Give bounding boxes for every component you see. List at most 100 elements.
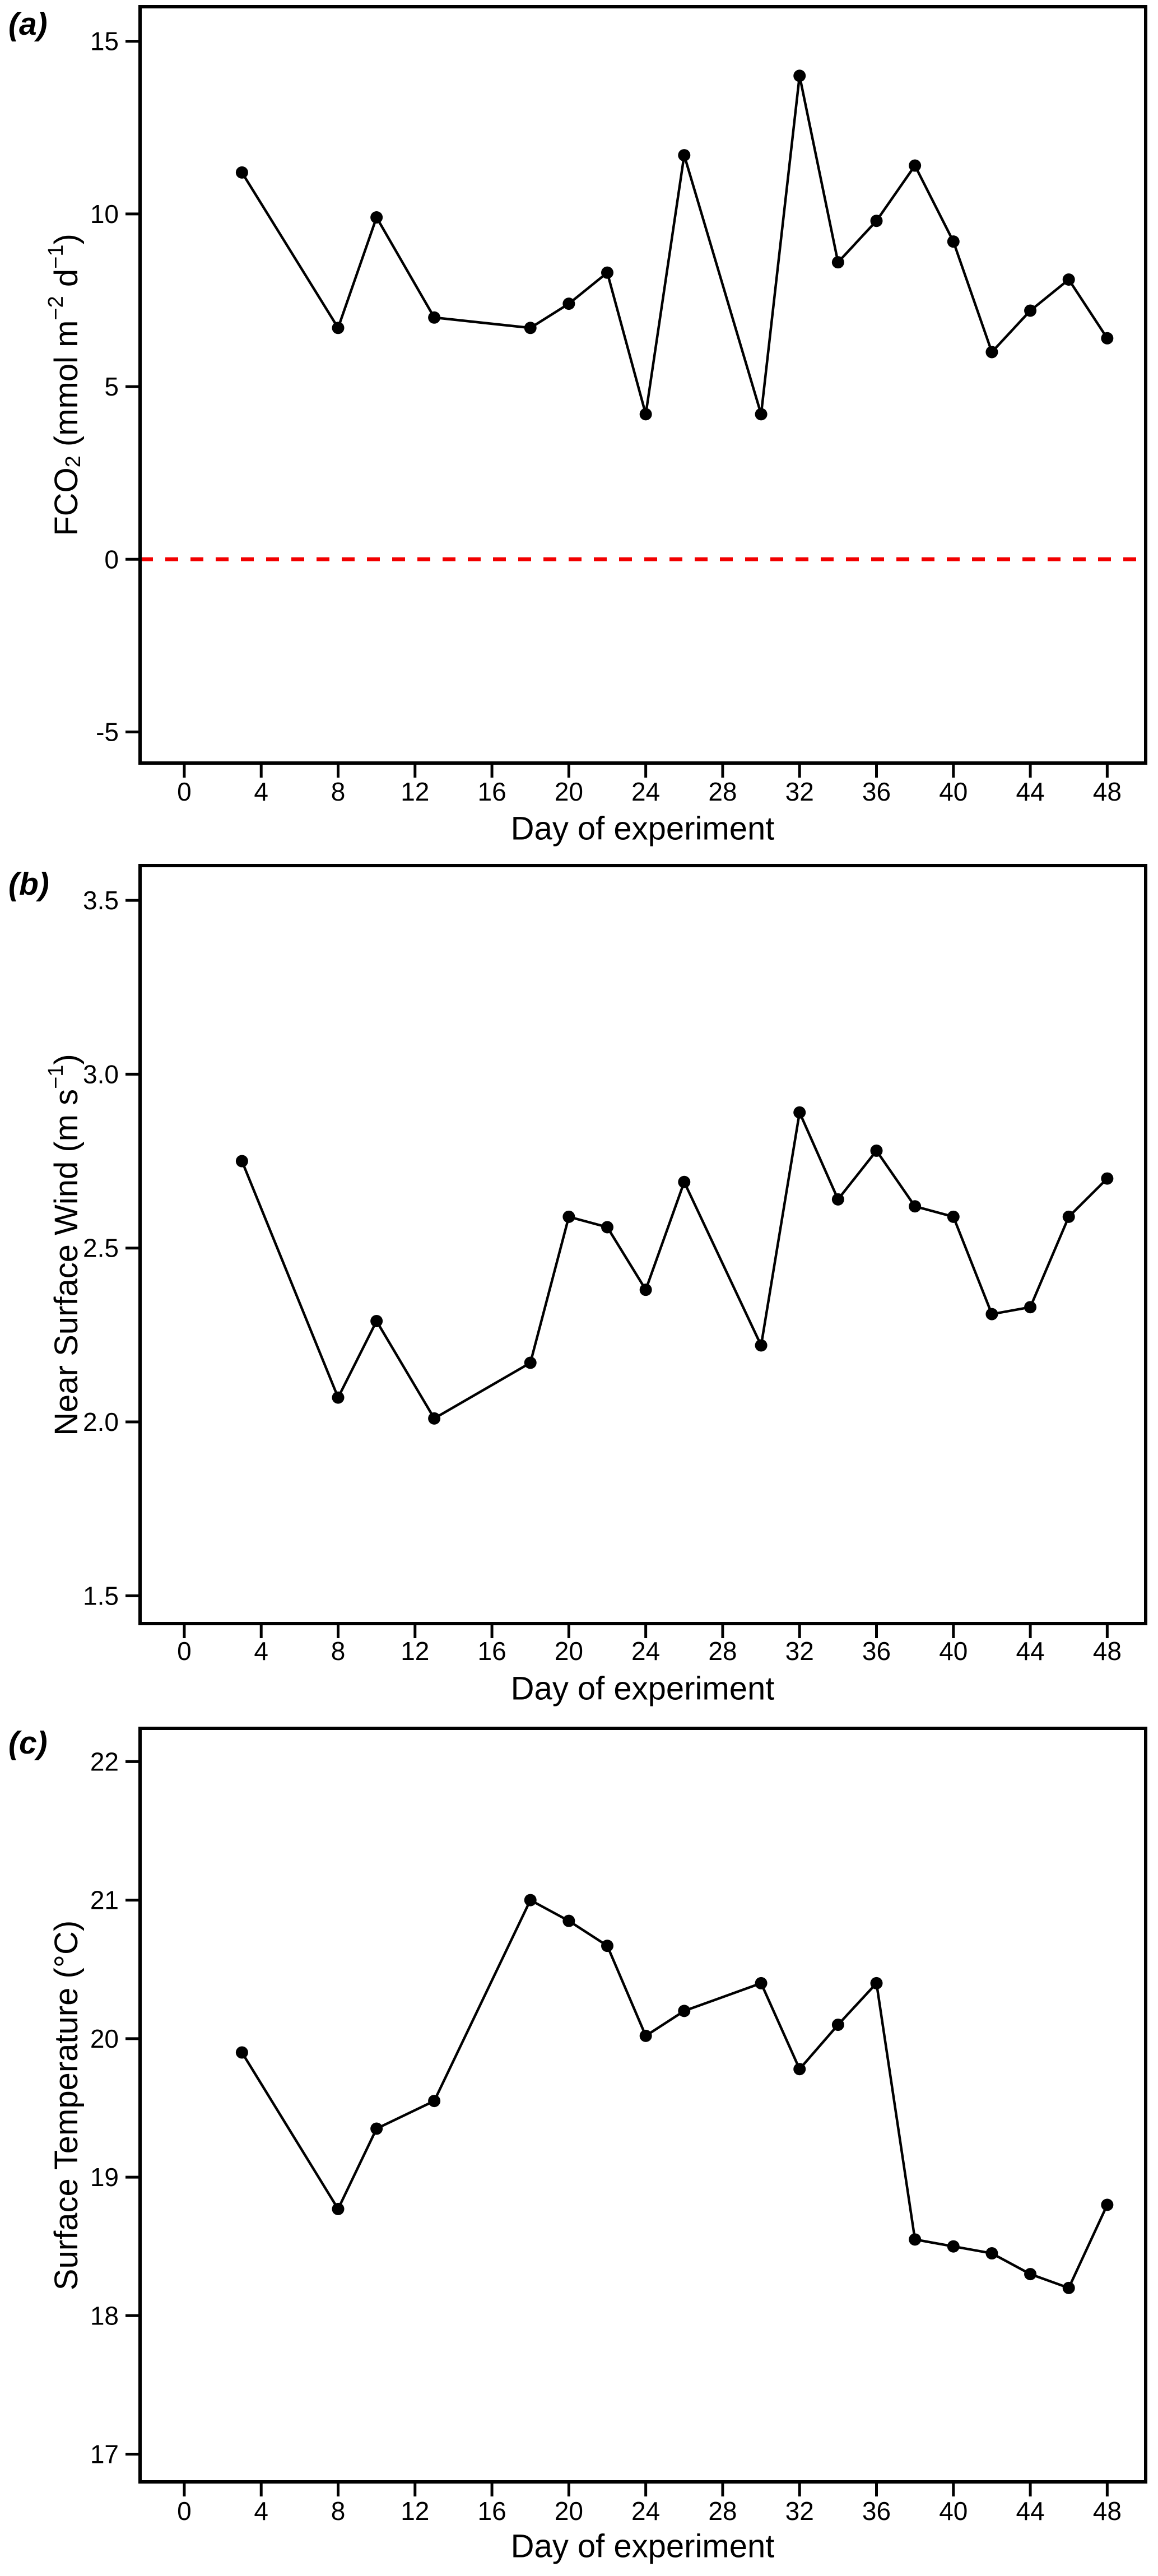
x-tick-label: 40 (939, 777, 968, 806)
y-tick-label: 19 (90, 2163, 119, 2192)
y-tick-label: 10 (90, 199, 119, 229)
y-axis-title-a: FCO2 (mmol m−2 d−1) (44, 234, 85, 536)
x-tick-label: 16 (477, 2496, 506, 2526)
y-tick-label: 21 (90, 1886, 119, 1915)
data-point (1101, 2198, 1114, 2211)
x-tick-label: 24 (631, 777, 660, 806)
x-tick-label: 8 (331, 2496, 346, 2526)
y-tick-label: 5 (104, 372, 119, 401)
x-tick-label: 24 (631, 1636, 660, 1666)
y-tick-label: 15 (90, 27, 119, 56)
data-point (678, 2005, 691, 2017)
x-tick-label: 44 (1016, 2496, 1044, 2526)
panel-c: (c) Day of experiment Surface Temperatur… (8, 1725, 1147, 2565)
x-axis-title-a: Day of experiment (511, 811, 775, 847)
x-tick-label: 48 (1093, 2496, 1122, 2526)
x-tick-label: 20 (555, 777, 583, 806)
x-tick-label: 40 (939, 1636, 968, 1666)
plot-area-b: 0 4 8 12 16 20 24 28 32 36 40 44 483.53.02.52.01.5 (83, 864, 1147, 1666)
data-line (240, 1899, 1109, 2290)
data-point (524, 322, 537, 334)
y-tick-label: 2.5 (83, 1234, 119, 1263)
data-point (332, 2202, 345, 2215)
data-point (1101, 332, 1114, 345)
data-point (985, 346, 998, 359)
plot-border (138, 1727, 1147, 2484)
y-tick-label: 1.5 (83, 1581, 119, 1610)
y-tick-label: -5 (96, 718, 119, 747)
x-tick-label: 48 (1093, 1636, 1122, 1666)
x-tick-label: 36 (862, 2496, 891, 2526)
data-point (755, 1339, 768, 1352)
panel-label-c: (c) (8, 1725, 48, 1761)
data-point (370, 1315, 383, 1328)
data-point (755, 1977, 768, 1989)
x-tick-label: 12 (401, 1636, 429, 1666)
y-tick-label: 18 (90, 2301, 119, 2330)
data-point (332, 322, 345, 334)
data-point (985, 1308, 998, 1320)
x-tick-label: 32 (785, 1636, 814, 1666)
plot-border (138, 864, 1147, 1625)
x-tick-label: 32 (785, 777, 814, 806)
x-tick-label: 20 (555, 2496, 583, 2526)
data-point (1101, 1172, 1114, 1185)
data-point (639, 1284, 652, 1296)
data-point (909, 1200, 922, 1213)
data-point (562, 297, 575, 310)
x-tick-label: 4 (254, 1636, 268, 1666)
y-tick-label: 22 (90, 1747, 119, 1776)
y-tick-label: 17 (90, 2440, 119, 2469)
data-point (1062, 273, 1075, 286)
x-tick-label: 12 (401, 777, 429, 806)
data-point (601, 1940, 614, 1952)
data-point (601, 266, 614, 279)
data-point (601, 1221, 614, 1234)
data-point (562, 1914, 575, 1927)
x-tick-label: 44 (1016, 1636, 1044, 1666)
x-axis-title-b: Day of experiment (511, 1671, 775, 1707)
data-point (793, 1106, 806, 1119)
data-point (562, 1210, 575, 1223)
y-tick-label: 3.0 (83, 1059, 119, 1089)
data-point (524, 1894, 537, 1907)
x-tick-label: 0 (177, 1636, 192, 1666)
data-point (1062, 2281, 1075, 2294)
panel-label-b: (b) (8, 866, 49, 902)
x-tick-label: 28 (708, 777, 737, 806)
data-point (870, 215, 883, 227)
data-point (678, 149, 691, 162)
x-tick-label: 12 (401, 2496, 429, 2526)
data-point (235, 2046, 248, 2059)
data-point (1024, 2268, 1037, 2281)
panel-label-a: (a) (8, 6, 48, 42)
x-tick-label: 44 (1016, 777, 1044, 806)
x-tick-label: 40 (939, 2496, 968, 2526)
x-tick-label: 20 (555, 1636, 583, 1666)
x-tick-label: 48 (1093, 777, 1122, 806)
data-point (985, 2247, 998, 2260)
x-tick-label: 28 (708, 1636, 737, 1666)
x-tick-label: 4 (254, 777, 268, 806)
data-point (947, 1210, 960, 1223)
data-point (793, 69, 806, 82)
y-axis-title-c: Surface Temperature (°C) (48, 1921, 85, 2290)
x-tick-label: 36 (862, 777, 891, 806)
x-tick-label: 32 (785, 2496, 814, 2526)
data-point (909, 2233, 922, 2246)
x-tick-label: 8 (331, 777, 346, 806)
data-point (332, 1391, 345, 1404)
data-point (428, 2095, 441, 2108)
y-tick-label: 3.5 (83, 886, 119, 915)
data-point (370, 211, 383, 224)
x-axis-title-c: Day of experiment (511, 2528, 775, 2565)
data-point (793, 2063, 806, 2076)
y-tick-label: 0 (104, 545, 119, 574)
data-point (755, 408, 768, 421)
data-point (235, 166, 248, 179)
panel-b: (b) Day of experiment Near Surface Wind … (8, 864, 1147, 1707)
data-point (831, 2019, 844, 2031)
data-point (947, 2240, 960, 2253)
x-tick-label: 4 (254, 2496, 268, 2526)
